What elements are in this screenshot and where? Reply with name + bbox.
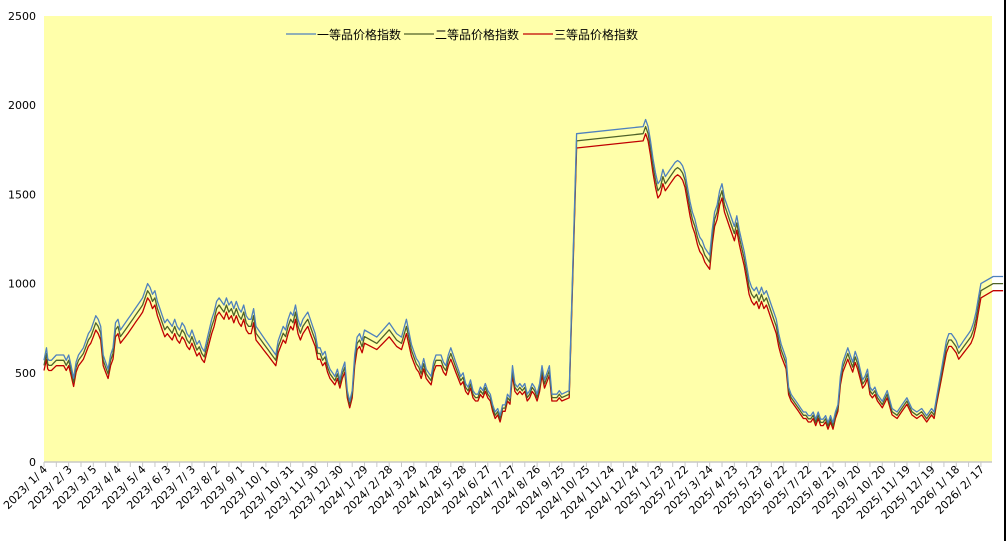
series-line-3 (43, 133, 1004, 430)
series-line-1 (43, 118, 1004, 424)
legend-label: 三等品价格指数 (554, 27, 638, 42)
y-tick-label: 1500 (8, 188, 36, 201)
legend: 一等品价格指数 二等品价格指数 三等品价格指数 (286, 27, 638, 42)
series-line-2 (43, 125, 1004, 427)
legend-label: 二等品价格指数 (435, 27, 519, 42)
frame-border (1004, 0, 1006, 541)
y-tick-label: 2500 (8, 10, 36, 23)
y-tick-label: 1000 (8, 278, 36, 291)
series-layer (43, 118, 1004, 430)
y-tick-label: 500 (15, 367, 36, 380)
y-axis: 0 500 1000 1500 2000 2500 (8, 10, 36, 469)
y-tick-label: 0 (29, 456, 36, 469)
plot-area (44, 16, 992, 462)
y-tick-label: 2000 (8, 99, 36, 112)
legend-label: 一等品价格指数 (317, 27, 401, 42)
